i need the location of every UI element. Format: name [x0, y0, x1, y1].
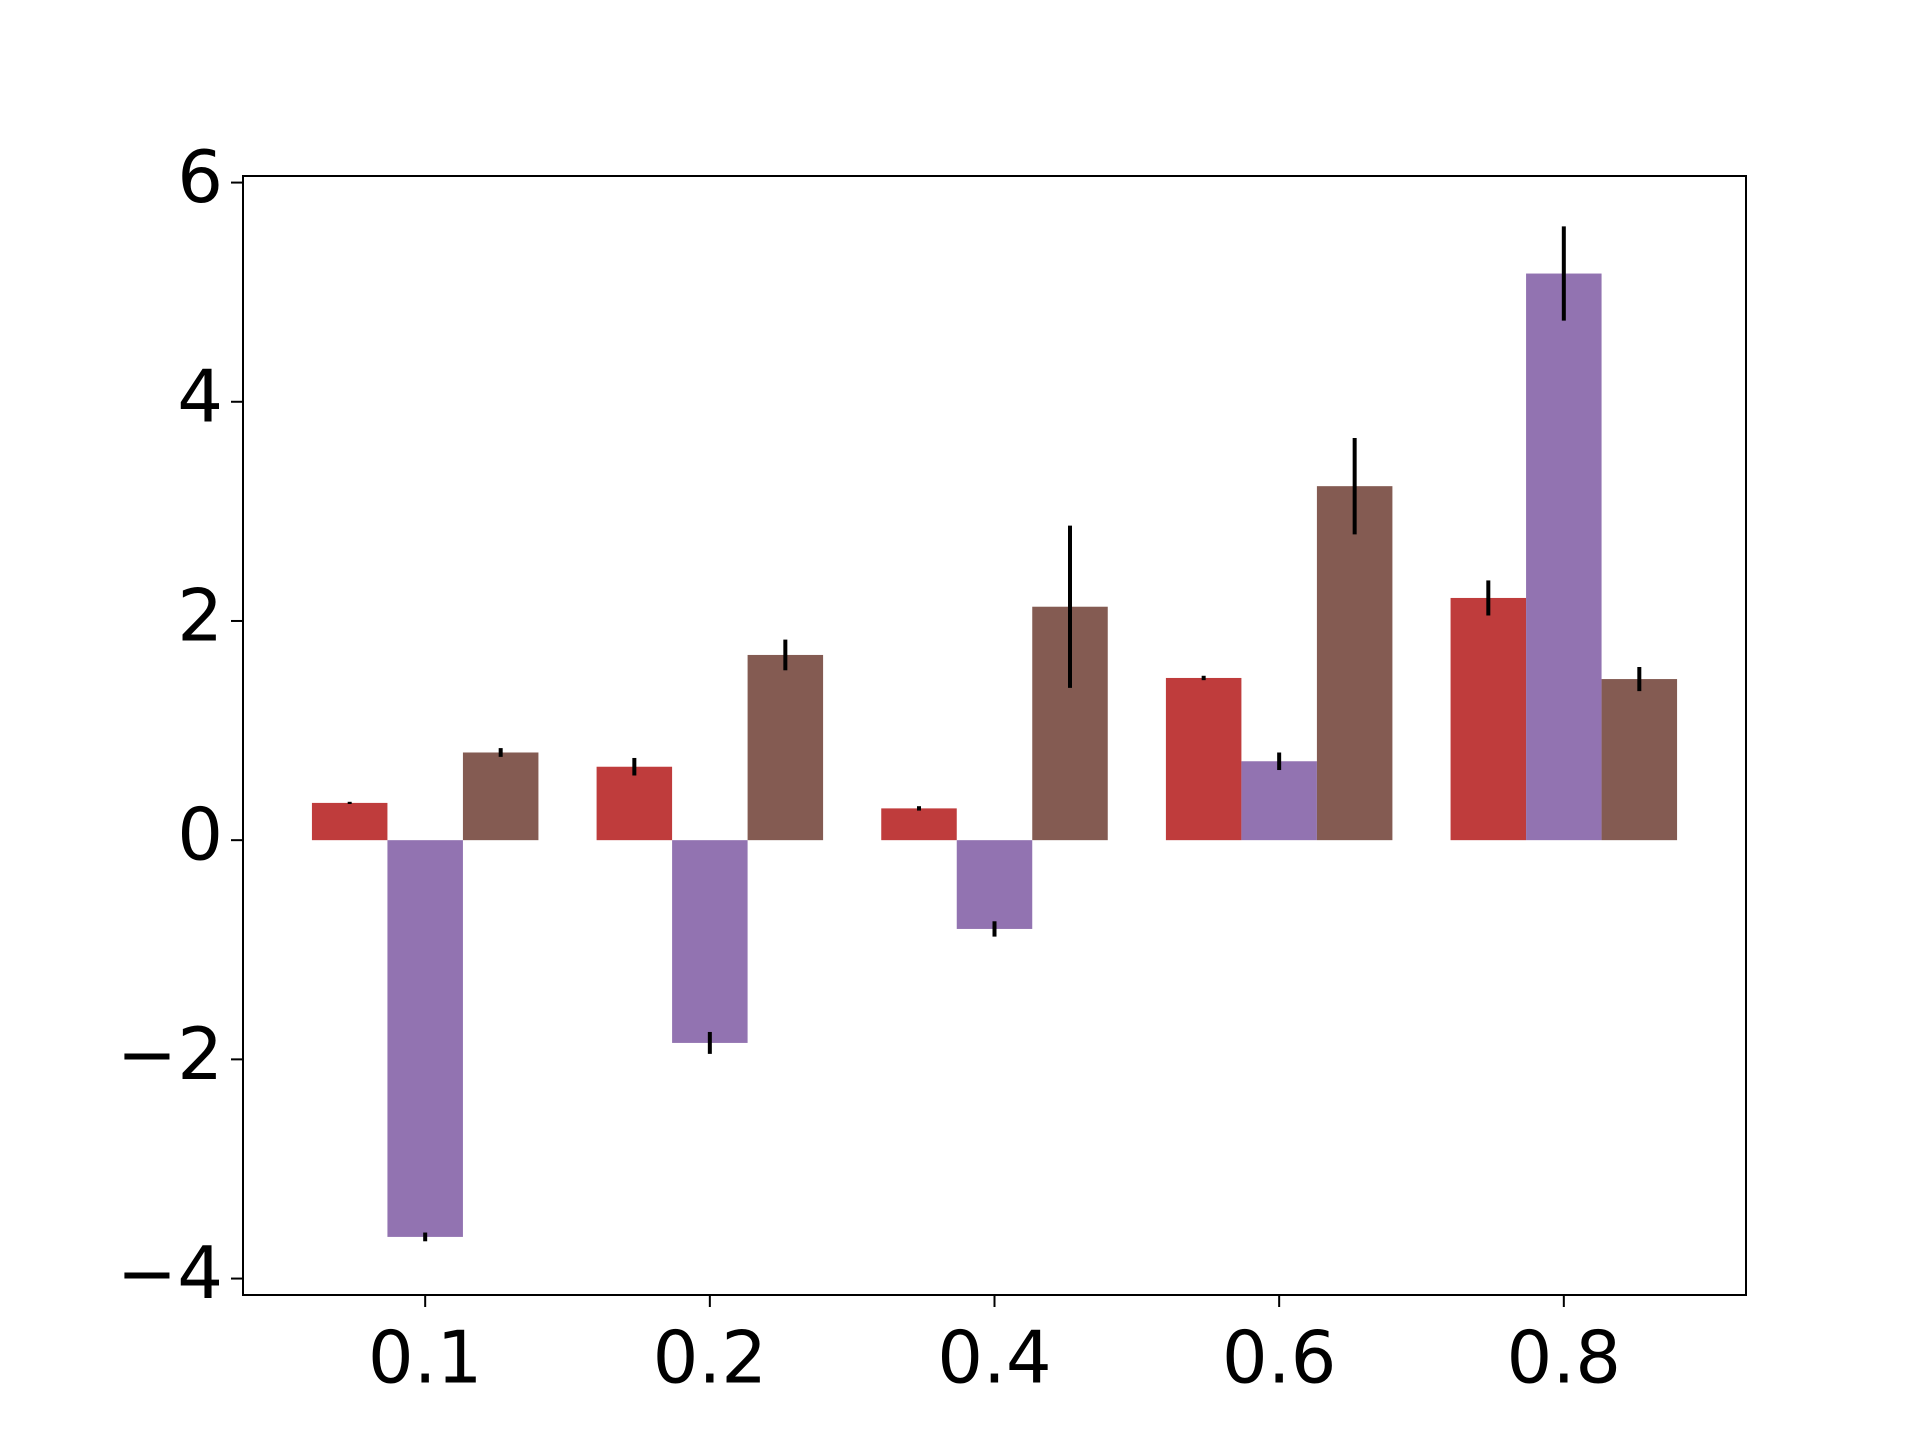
bar [956, 840, 1033, 929]
bar [747, 654, 824, 841]
x-tick-label: 0.6 [1222, 1316, 1337, 1400]
bar [881, 808, 957, 841]
bar [1526, 273, 1602, 841]
bar [1316, 486, 1393, 841]
x-tick-label: 0.1 [368, 1316, 483, 1400]
bar [387, 840, 463, 1237]
y-tick-label: 6 [177, 135, 223, 219]
bar [1241, 761, 1317, 841]
bar [672, 840, 748, 1043]
bar [311, 802, 388, 841]
plot-frame [242, 175, 1747, 1296]
bar [596, 766, 673, 841]
bar [1165, 677, 1242, 841]
bar [1450, 597, 1527, 841]
y-tick-label: 0 [177, 793, 223, 877]
bar [1601, 679, 1678, 841]
x-tick-label: 0.8 [1507, 1316, 1622, 1400]
x-tick-label: 0.4 [937, 1316, 1052, 1400]
x-tick-label: 0.2 [653, 1316, 768, 1400]
y-tick-label: −4 [117, 1231, 223, 1315]
y-tick-label: −2 [117, 1012, 223, 1096]
y-tick-label: 2 [177, 573, 223, 657]
bar [462, 752, 539, 841]
y-tick-label: 4 [177, 354, 223, 438]
